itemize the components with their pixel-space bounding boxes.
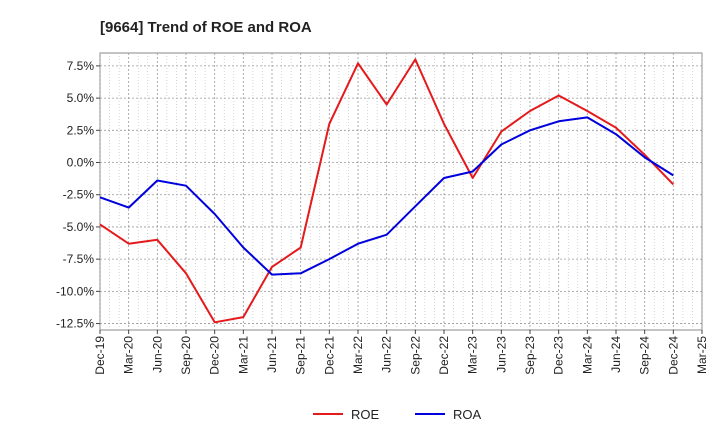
y-tick-label: -5.0% xyxy=(63,220,95,234)
x-tick-label: Mar-20 xyxy=(122,336,136,374)
x-tick-label: Mar-24 xyxy=(580,336,594,374)
y-tick-label: -10.0% xyxy=(56,284,94,298)
x-tick-label: Sep-22 xyxy=(408,336,422,375)
grid-lines xyxy=(99,53,703,330)
x-tick-label: Jun-23 xyxy=(494,336,508,373)
x-tick-label: Sep-24 xyxy=(638,336,652,375)
y-tick-label: 7.5% xyxy=(67,59,95,73)
x-tick-label: Dec-24 xyxy=(666,336,680,375)
x-tick-label: Jun-22 xyxy=(380,336,394,373)
x-tick-label: Jun-20 xyxy=(150,336,164,373)
legend: ROE ROA xyxy=(313,407,482,422)
x-tick-label: Dec-19 xyxy=(93,336,107,375)
x-tick-label: Mar-22 xyxy=(351,336,365,374)
x-tick-label: Sep-20 xyxy=(179,336,193,375)
x-tick-label: Sep-21 xyxy=(294,336,308,375)
x-tick-label: Mar-23 xyxy=(466,336,480,374)
x-tick-label: Jun-24 xyxy=(609,336,623,373)
x-tick-label: Mar-21 xyxy=(236,336,250,374)
legend-label-roa: ROA xyxy=(453,407,482,422)
legend-label-roe: ROE xyxy=(351,407,380,422)
x-tick-label: Sep-23 xyxy=(523,336,537,375)
y-tick-label: -2.5% xyxy=(63,188,95,202)
series-line-roa xyxy=(99,116,674,276)
series-line-roe xyxy=(99,58,675,324)
x-tick-label: Dec-21 xyxy=(322,336,336,375)
y-tick-label: 5.0% xyxy=(67,91,95,105)
y-tick-label: 0.0% xyxy=(67,156,95,170)
y-tick-label: -7.5% xyxy=(63,252,95,266)
x-tick-label: Dec-23 xyxy=(552,336,566,375)
chart-title: [9664] Trend of ROE and ROA xyxy=(100,19,312,36)
x-tick-label: Dec-20 xyxy=(208,336,222,375)
y-tick-labels: 7.5% 5.0% 2.5% 0.0% -2.5% -5.0% -7.5% -10.0% -12… xyxy=(56,59,100,331)
x-tick-labels: Dec-19 Mar-20 Jun-20 Sep-20 Dec-20 Mar-21 Jun-… xyxy=(93,330,709,375)
series-lines xyxy=(99,58,675,324)
y-tick-label: 2.5% xyxy=(67,123,95,137)
y-tick-label: -12.5% xyxy=(56,317,94,331)
plot-area xyxy=(99,52,703,331)
x-tick-label: Mar-25 xyxy=(695,336,709,374)
x-tick-label: Dec-22 xyxy=(437,336,451,375)
x-tick-label: Jun-21 xyxy=(265,336,279,373)
